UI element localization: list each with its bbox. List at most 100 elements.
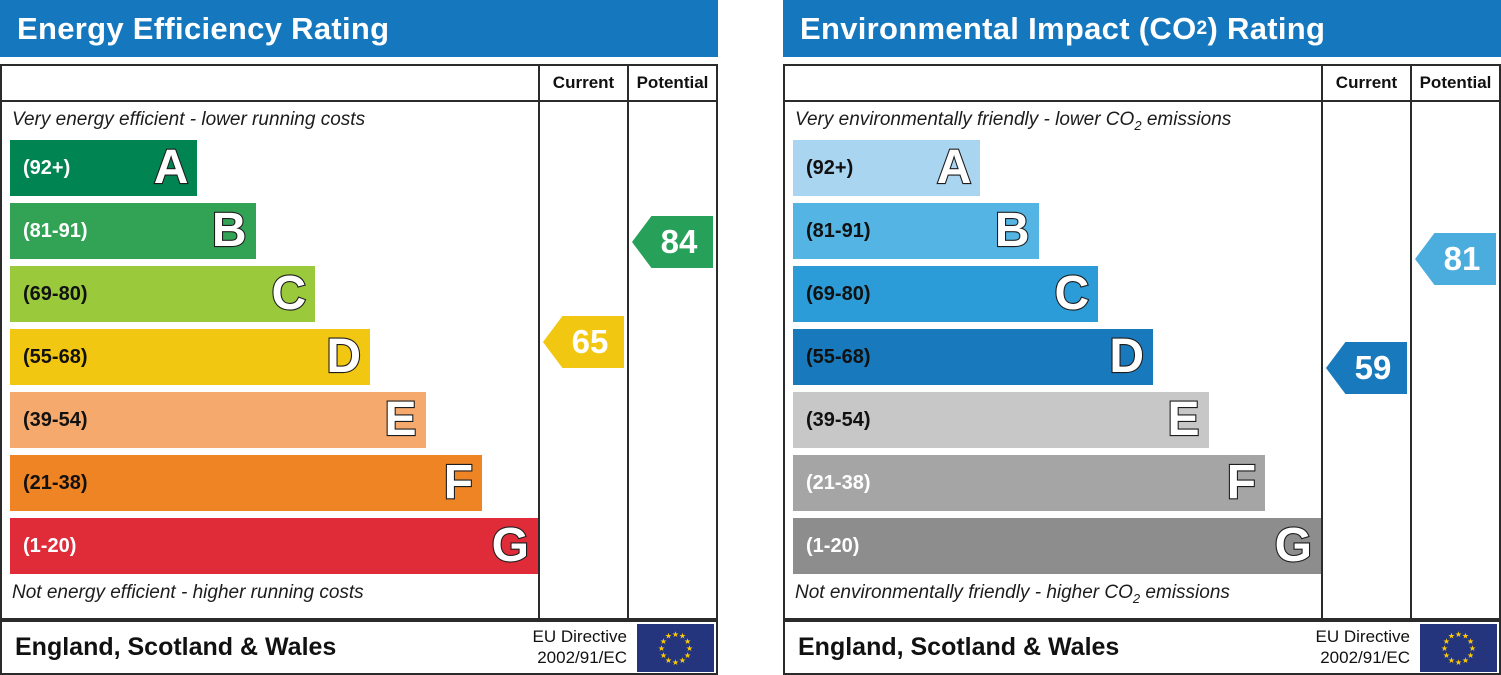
potential-value-column: 84 — [627, 102, 716, 618]
band-range-label: (92+) — [806, 156, 854, 179]
rating-bands: (92+) A (81-91) B (69-80) C (55-68) D (39-54) E (2… — [10, 140, 538, 574]
rating-table: Current Potential Very energy efficient … — [0, 64, 718, 620]
current-rating-arrow: 65 — [543, 316, 624, 368]
environmental-impact-rating-panel: Environmental Impact (CO 2) Rating Curren… — [783, 0, 1501, 675]
top-note-text-end: emissions — [1141, 109, 1232, 130]
eu-flag-icon: ★ ★★★★★★★★★★★ — [1420, 623, 1497, 672]
chart-title-text: Environmental Impact (CO — [800, 10, 1197, 46]
eu-directive-line1: EU Directive — [532, 627, 627, 647]
eu-flag-star: ★ — [1443, 650, 1450, 659]
band-letter: E — [1166, 393, 1200, 446]
eu-flag-star: ★ — [1448, 655, 1455, 664]
rating-band-e: (39-54) E — [793, 392, 1209, 448]
table-body: Very energy efficient - lower running co… — [2, 102, 716, 618]
rating-table: Current Potential Very environmentally f… — [783, 64, 1501, 620]
eu-flag-star: ★ — [686, 643, 693, 652]
eu-flag-icon: ★ ★★★★★★★★★★★ — [637, 623, 714, 672]
top-note-text: Very environmentally friendly - lower CO — [795, 109, 1135, 130]
eu-flag-star: ★ — [1467, 636, 1474, 645]
rating-band-a: (92+) A — [793, 140, 981, 196]
eu-flag-star: ★ — [1469, 643, 1476, 652]
bottom-note-text-end: emissions — [1140, 582, 1230, 603]
table-body: Very environmentally friendly - lower CO… — [785, 102, 1499, 618]
eu-flag-star: ★ — [665, 655, 672, 664]
eu-flag-star: ★ — [1462, 631, 1469, 640]
current-column-header: Current — [1321, 66, 1410, 100]
potential-rating-arrow: 84 — [632, 216, 713, 268]
eu-flag-star: ★ — [672, 657, 679, 666]
band-range-label: (1-20) — [23, 534, 77, 557]
eu-flag-star: ★ — [679, 631, 686, 640]
table-header-row: Current Potential — [2, 66, 716, 102]
rating-band-a: (92+) A — [10, 140, 198, 196]
band-range-label: (92+) — [23, 156, 71, 179]
bottom-note-text: Not environmentally friendly - higher CO — [795, 582, 1133, 603]
band-range-label: (21-38) — [806, 471, 871, 494]
band-letter: B — [211, 204, 248, 257]
bottom-note-subscript: 2 — [1132, 590, 1141, 606]
band-letter: A — [936, 141, 973, 194]
eu-flag-star: ★ — [1441, 643, 1448, 652]
potential-rating-arrow: 81 — [1415, 233, 1496, 285]
eu-flag-star: ★ — [684, 650, 691, 659]
top-note-subscript: 2 — [1134, 117, 1142, 133]
eu-flag-star: ★ — [658, 643, 665, 652]
band-range-label: (81-91) — [23, 219, 88, 242]
footer-bar: England, Scotland & Wales EU Directive 2… — [0, 620, 718, 675]
rating-band-d: (55-68) D — [793, 329, 1154, 385]
bottom-note: Not environmentally friendly - higher CO… — [795, 581, 1321, 605]
rating-bands: (92+) A (81-91) B (69-80) C (55-68) D (39-54) E (2… — [793, 140, 1321, 574]
footer-bar: England, Scotland & Wales EU Directive 2… — [783, 620, 1501, 675]
current-rating-arrow: 59 — [1326, 342, 1407, 394]
band-letter: G — [1274, 519, 1314, 572]
band-range-label: (81-91) — [806, 219, 871, 242]
band-letter: D — [1108, 330, 1145, 383]
eu-flag-star: ★ — [672, 629, 679, 638]
energy-efficiency-rating-panel: Energy Efficiency Rating Current Potenti… — [0, 0, 718, 675]
band-letter: G — [491, 519, 531, 572]
eu-flag-star: ★ — [665, 631, 672, 640]
band-letter: D — [325, 330, 362, 383]
potential-column-header: Potential — [1410, 66, 1499, 100]
potential-value-column: 81 — [1410, 102, 1499, 618]
rating-scale-cell: Very environmentally friendly - lower CO… — [785, 102, 1321, 618]
eu-flag-star: ★ — [660, 636, 667, 645]
rating-band-b: (81-91) B — [10, 203, 256, 259]
top-note: Very energy efficient - lower running co… — [12, 108, 538, 132]
rating-band-g: (1-20) G — [793, 518, 1321, 574]
rating-scale-cell: Very energy efficient - lower running co… — [2, 102, 538, 618]
band-range-label: (55-68) — [806, 345, 871, 368]
band-range-label: (39-54) — [806, 408, 871, 431]
current-column-header: Current — [538, 66, 627, 100]
bottom-note-text: Not energy efficient - higher running co… — [12, 582, 364, 603]
bottom-note: Not energy efficient - higher running co… — [12, 581, 538, 605]
rating-band-c: (69-80) C — [793, 266, 1099, 322]
rating-band-g: (1-20) G — [10, 518, 538, 574]
rating-band-d: (55-68) D — [10, 329, 371, 385]
band-range-label: (1-20) — [806, 534, 860, 557]
region-label: England, Scotland & Wales — [798, 633, 1120, 661]
header-spacer-cell — [2, 66, 538, 100]
eu-flag-star: ★ — [1448, 631, 1455, 640]
chart-title: Environmental Impact (CO 2) Rating — [783, 0, 1501, 57]
band-letter: A — [153, 141, 190, 194]
eu-directive-line2: 2002/91/EC — [537, 647, 627, 667]
band-range-label: (55-68) — [23, 345, 88, 368]
band-range-label: (21-38) — [23, 471, 88, 494]
rating-band-b: (81-91) B — [793, 203, 1039, 259]
band-range-label: (39-54) — [23, 408, 88, 431]
eu-directive-line1: EU Directive — [1315, 627, 1410, 647]
region-label: England, Scotland & Wales — [15, 633, 337, 661]
band-letter: F — [1226, 456, 1258, 509]
top-note-text: Very energy efficient - lower running co… — [12, 109, 366, 130]
band-range-label: (69-80) — [806, 282, 871, 305]
eu-flag-star: ★ — [679, 655, 686, 664]
band-letter: C — [1053, 267, 1090, 320]
potential-column-header: Potential — [627, 66, 716, 100]
chart-title: Energy Efficiency Rating — [0, 0, 718, 57]
table-header-row: Current Potential — [785, 66, 1499, 102]
eu-directive-line2: 2002/91/EC — [1320, 647, 1410, 667]
eu-directive-label: EU Directive 2002/91/EC — [1316, 627, 1410, 668]
eu-flag-star: ★ — [1455, 629, 1462, 638]
